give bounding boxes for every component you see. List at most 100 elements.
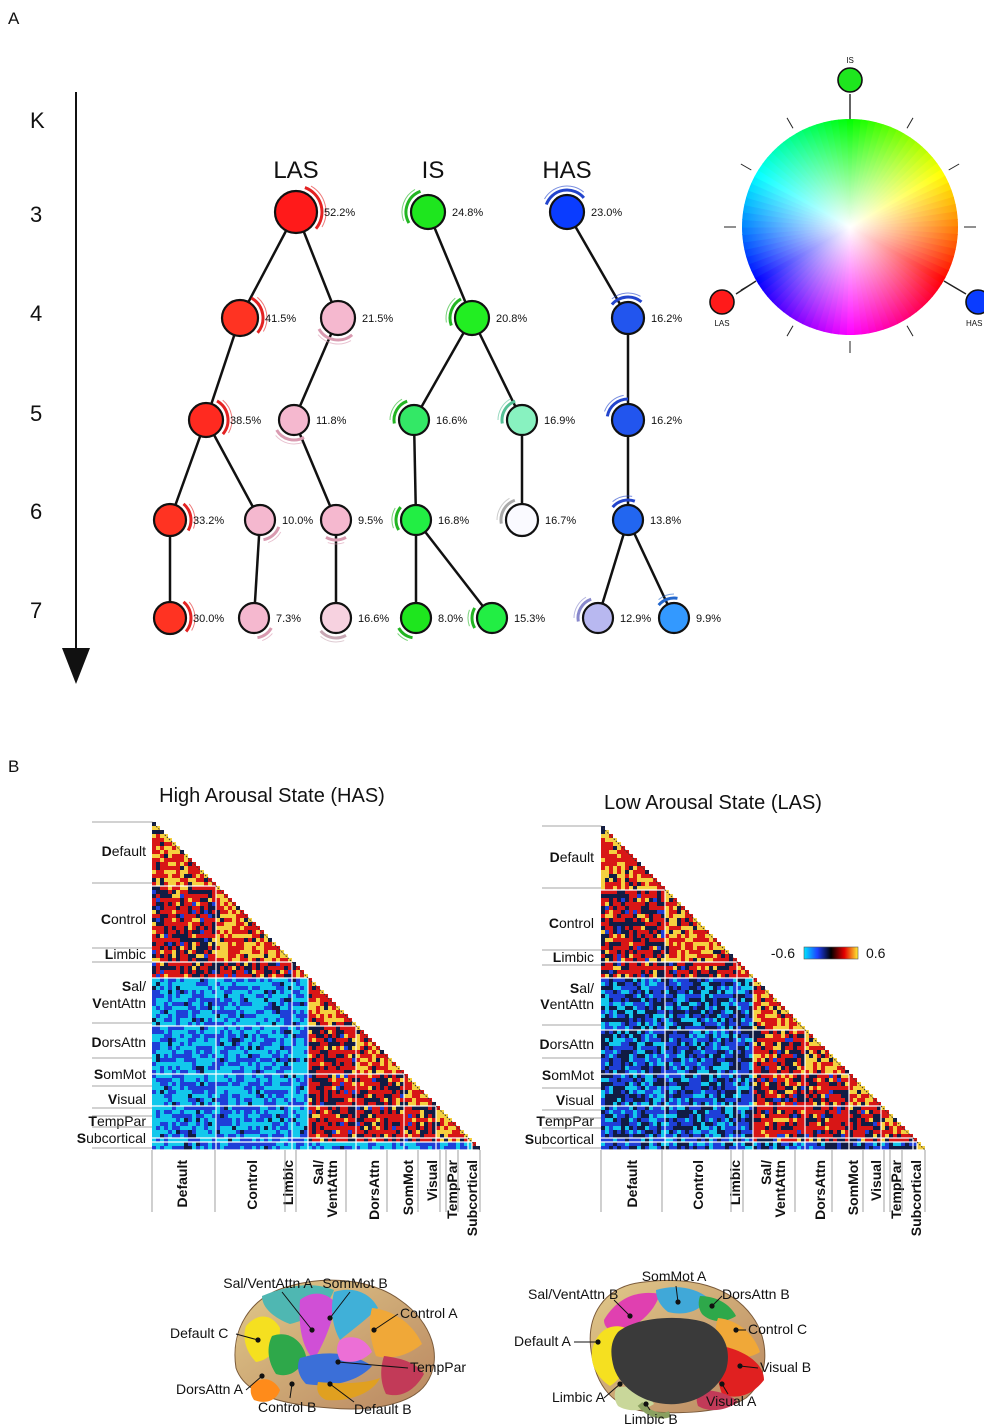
matrix-cell — [621, 966, 625, 970]
matrix-cell — [204, 966, 208, 970]
matrix-cell — [677, 906, 681, 910]
matrix-cell — [673, 918, 677, 922]
matrix-cell — [601, 998, 605, 1002]
wheel-is-node — [837, 67, 863, 93]
matrix-cell — [212, 958, 216, 962]
matrix-cell — [725, 978, 729, 982]
matrix-cell — [324, 1126, 328, 1130]
matrix-cell — [188, 910, 192, 914]
matrix-cell — [785, 1026, 789, 1030]
matrix-cell — [340, 1034, 344, 1038]
matrix-cell — [665, 926, 669, 930]
matrix-cell — [733, 1014, 737, 1018]
matrix-cell — [188, 918, 192, 922]
matrix-cell — [657, 990, 661, 994]
matrix-cell — [248, 1082, 252, 1086]
matrix-cell — [288, 1118, 292, 1122]
matrix-cell — [721, 970, 725, 974]
matrix-cell — [673, 982, 677, 986]
matrix-cell — [212, 934, 216, 938]
matrix-cell — [613, 918, 617, 922]
matrix-cell — [657, 930, 661, 934]
matrix-cell — [424, 1098, 428, 1102]
matrix-cell — [376, 1058, 380, 1062]
matrix-cell — [657, 898, 661, 902]
matrix-cell — [276, 990, 280, 994]
matrix-cell — [328, 1046, 332, 1050]
matrix-cell — [152, 838, 156, 842]
matrix-cell — [224, 954, 228, 958]
matrix-cell — [625, 974, 629, 978]
matrix-cell — [304, 1010, 308, 1014]
matrix-cell — [633, 902, 637, 906]
matrix-cell — [160, 910, 164, 914]
matrix-cell — [196, 1066, 200, 1070]
matrix-cell — [292, 970, 296, 974]
matrix-cell — [749, 994, 753, 998]
matrix-cell — [208, 902, 212, 906]
matrix-cell — [412, 1106, 416, 1110]
matrix-cell — [156, 926, 160, 930]
matrix-cell — [641, 894, 645, 898]
matrix-cell — [344, 1030, 348, 1034]
matrix-cell — [677, 914, 681, 918]
matrix-cell — [164, 958, 168, 962]
matrix-cell — [252, 1070, 256, 1074]
matrix-cell — [737, 978, 741, 982]
matrix-cell — [260, 1138, 264, 1142]
matrix-cell — [665, 974, 669, 978]
matrix-cell — [224, 978, 228, 982]
matrix-cell — [673, 922, 677, 926]
matrix-cell — [196, 1006, 200, 1010]
matrix-cell — [416, 1106, 420, 1110]
matrix-cell — [356, 1066, 360, 1070]
matrix-cell — [212, 1046, 216, 1050]
matrix-cell — [649, 922, 653, 926]
node-pct-las4b: 21.5% — [362, 313, 393, 325]
matrix-cell — [308, 1078, 312, 1082]
node-pct-las6b: 10.0% — [282, 515, 313, 527]
matrix-cell — [312, 990, 316, 994]
matrix-cell — [621, 906, 625, 910]
matrix-cell — [156, 1038, 160, 1042]
matrix-cell — [609, 942, 613, 946]
matrix-cell — [192, 1098, 196, 1102]
matrix-cell — [220, 958, 224, 962]
matrix-cell — [216, 1002, 220, 1006]
matrix-cell — [164, 1022, 168, 1026]
matrix-cell — [188, 1050, 192, 1054]
matrix-cell — [649, 966, 653, 970]
matrix-cell — [216, 1126, 220, 1130]
matrix-cell — [152, 878, 156, 882]
matrix-cell — [665, 938, 669, 942]
matrix-cell — [673, 986, 677, 990]
matrix-cell — [284, 1098, 288, 1102]
matrix-cell — [172, 1146, 176, 1150]
node-arc-outer-is3 — [401, 189, 416, 222]
matrix-cell — [188, 1046, 192, 1050]
matrix-cell — [601, 1018, 605, 1022]
matrix-cell — [304, 1098, 308, 1102]
matrix-cell — [316, 990, 320, 994]
matrix-cell — [400, 1122, 404, 1126]
matrix-cell — [621, 1018, 625, 1022]
matrix-cell — [216, 902, 220, 906]
matrix-cell — [641, 1014, 645, 1018]
matrix-cell — [757, 1022, 761, 1026]
matrix-cell — [601, 1022, 605, 1026]
matrix-cell — [360, 1106, 364, 1110]
matrix-cell — [356, 1102, 360, 1106]
matrix-cell — [661, 1002, 665, 1006]
matrix-cell — [336, 1054, 340, 1058]
matrix-cell — [172, 894, 176, 898]
matrix-cell — [348, 1086, 352, 1090]
matrix-cell — [200, 902, 204, 906]
matrix-cell — [621, 1010, 625, 1014]
matrix-cell — [216, 918, 220, 922]
matrix-cell — [340, 1086, 344, 1090]
matrix-cell — [196, 890, 200, 894]
matrix-cell — [665, 902, 669, 906]
matrix-cell — [256, 954, 260, 958]
matrix-cell — [605, 994, 609, 998]
matrix-cell — [661, 1014, 665, 1018]
